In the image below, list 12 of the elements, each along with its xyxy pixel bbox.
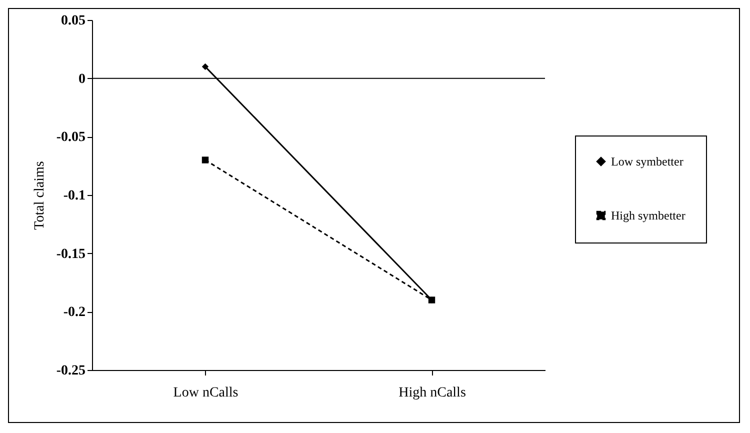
legend-label: Low symbetter — [611, 154, 684, 168]
legend-label: High symbetter — [611, 208, 686, 222]
y-tick-label: -0.25 — [56, 364, 86, 378]
y-tick-label: -0.2 — [63, 305, 86, 320]
y-tick-label: 0.05 — [61, 14, 86, 28]
x-tick-label: High nCalls — [398, 386, 466, 400]
y-tick-label: -0.15 — [56, 246, 86, 262]
y-tick-label: -0.05 — [56, 130, 86, 146]
y-axis-title: Total claims — [32, 161, 48, 230]
y-tick-label: -0.1 — [63, 188, 86, 204]
x-tick-label: Low nCalls — [173, 386, 238, 400]
y-tick-label: 0 — [78, 72, 86, 87]
